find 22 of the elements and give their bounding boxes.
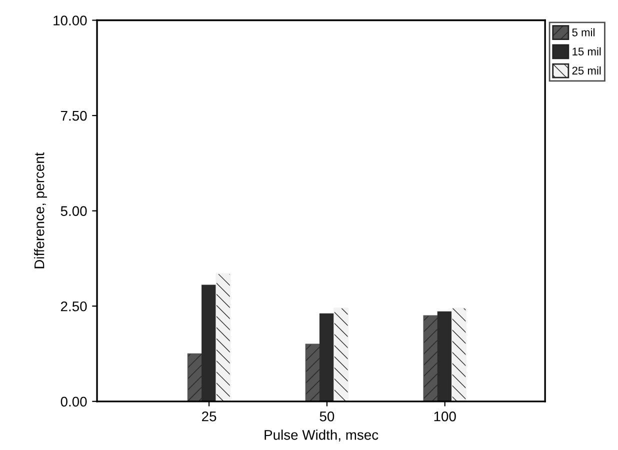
y-tick-label: 7.50 xyxy=(60,110,87,121)
bar xyxy=(452,308,466,402)
y-tick-label: 10.00 xyxy=(54,16,87,26)
y-tick-label: 0.00 xyxy=(60,396,87,407)
y-tick-label: 2.50 xyxy=(60,301,87,312)
x-tick-label: 50 xyxy=(320,411,334,422)
x-axis-title: Pulse Width, msec xyxy=(264,430,378,442)
bar xyxy=(437,311,452,402)
y-axis-title: Difference, percent xyxy=(34,152,47,268)
bar xyxy=(202,284,217,402)
bar xyxy=(305,344,320,402)
bar xyxy=(319,313,334,402)
x-tick-label: 25 xyxy=(202,411,216,422)
bar xyxy=(334,308,349,402)
bar xyxy=(187,353,202,402)
x-tick-label: 100 xyxy=(434,411,456,422)
y-tick-label: 5.00 xyxy=(60,206,87,216)
legend-label: 5 mil xyxy=(572,28,594,36)
bar xyxy=(423,315,438,402)
legend-label: 25 mil xyxy=(572,66,601,75)
bar xyxy=(216,273,231,402)
legend-label: 15 mil xyxy=(572,47,601,56)
